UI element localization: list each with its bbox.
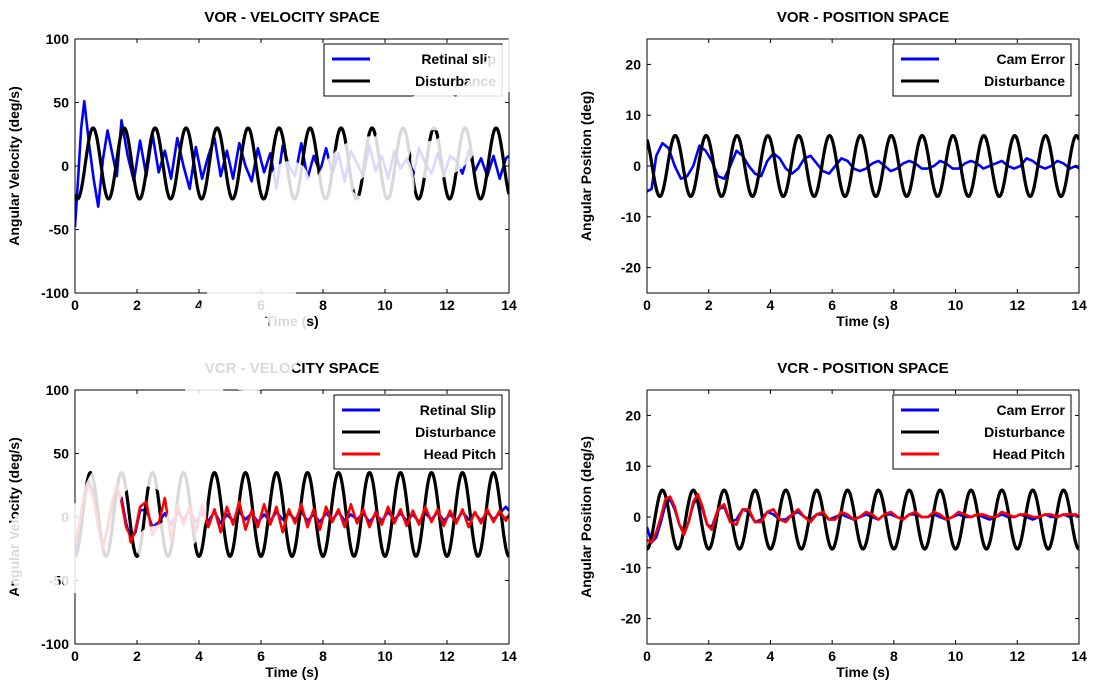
legend-entry: Cam Error: [997, 402, 1066, 418]
x-tick-label: 10: [377, 297, 393, 313]
x-tick-label: 2: [133, 648, 141, 664]
y-tick-label: -50: [49, 573, 69, 589]
series-line-disturbance: [647, 133, 1079, 199]
legend-entry: Retinal slip: [421, 51, 496, 67]
y-tick-label: 100: [46, 31, 70, 47]
chart-title: VCR - POSITION SPACE: [777, 360, 948, 377]
legend-entry: Head Pitch: [993, 446, 1065, 462]
x-tick-label: 10: [377, 648, 393, 664]
y-tick-label: 10: [625, 458, 641, 474]
x-tick-label: 6: [828, 648, 836, 664]
series-line-head-pitch: [647, 492, 1079, 544]
legend: Retinal slip Disturbance: [323, 43, 503, 97]
series-line-disturbance: [647, 488, 1079, 551]
x-tick-label: 12: [439, 297, 455, 313]
x-tick-label: 10: [948, 648, 964, 664]
y-tick-label: -100: [41, 636, 69, 652]
series-line-cam-error: [647, 141, 1079, 193]
legend-entry: Disturbance: [984, 73, 1065, 89]
y-axis-label: Angular Position (deg/s): [578, 436, 594, 598]
chart-panel-1: VOR - VELOCITY SPACE 0 2 4 6 8 10 12 14 -100 -50 0 5…: [6, 9, 517, 329]
x-tick-label: 12: [1009, 648, 1025, 664]
y-axis-label: Angular Position (deg): [578, 91, 594, 241]
y-tick-label: 50: [53, 95, 69, 111]
x-tick-label: 14: [501, 297, 517, 313]
x-axis-label: Time (s): [265, 313, 318, 329]
y-tick-label: 20: [625, 56, 641, 72]
x-tick-label: 2: [705, 297, 713, 313]
chart-panel-4: VCR - POSITION SPACE 0 2 4 6 8 10 12 14 -20 -10 0 10…: [578, 360, 1087, 680]
chart-title: VCR - VELOCITY SPACE: [205, 360, 379, 377]
x-tick-label: 0: [71, 648, 79, 664]
y-tick-label: 0: [633, 509, 641, 525]
y-tick-label: 0: [61, 158, 69, 174]
x-tick-label: 8: [890, 648, 898, 664]
y-tick-label: -20: [621, 611, 641, 627]
legend-entry: Cam Error: [997, 51, 1066, 67]
legend: Cam Error Disturbance: [892, 43, 1072, 97]
x-tick-label: 4: [195, 648, 203, 664]
series-group: [647, 133, 1079, 199]
legend: Cam Error Disturbance Head Pitch: [892, 394, 1072, 470]
x-tick-label: 14: [501, 648, 517, 664]
y-tick-label: -20: [621, 260, 641, 276]
x-tick-label: 2: [705, 648, 713, 664]
legend-entry: Disturbance: [415, 424, 496, 440]
x-tick-label: 12: [439, 648, 455, 664]
chart-title: VOR - POSITION SPACE: [777, 9, 949, 26]
x-tick-label: 0: [71, 297, 79, 313]
y-tick-label: 100: [46, 382, 70, 398]
y-tick-label: -100: [41, 285, 69, 301]
legend-entry: Disturbance: [984, 424, 1065, 440]
x-tick-label: 6: [257, 648, 265, 664]
x-tick-label: 14: [1071, 648, 1087, 664]
x-tick-label: 10: [948, 297, 964, 313]
x-tick-label: 12: [1009, 297, 1025, 313]
chart-title: VOR - VELOCITY SPACE: [204, 9, 379, 26]
y-axis-label: Angular Velocity (deg/s): [6, 437, 22, 596]
y-tick-label: -10: [621, 209, 641, 225]
x-tick-label: 8: [319, 648, 327, 664]
legend-entry: Retinal Slip: [420, 402, 496, 418]
legend-entry: Head Pitch: [424, 446, 496, 462]
x-tick-label: 6: [257, 297, 265, 313]
legend-entry: Disturbance: [415, 73, 496, 89]
x-tick-label: 4: [195, 297, 203, 313]
x-tick-label: 0: [643, 297, 651, 313]
chart-panel-2: VOR - POSITION SPACE 0 2 4 6 8 10 12 14 -20 -10 0 10…: [578, 9, 1087, 329]
y-tick-label: 10: [625, 107, 641, 123]
legend: Retinal Slip Disturbance Head Pitch: [333, 394, 503, 470]
x-axis-label: Time (s): [836, 664, 889, 680]
y-tick-label: 0: [633, 158, 641, 174]
x-tick-label: 4: [767, 648, 775, 664]
x-tick-label: 8: [319, 297, 327, 313]
x-axis-label: Time (s): [265, 664, 318, 680]
x-tick-label: 8: [890, 297, 898, 313]
x-tick-label: 0: [643, 648, 651, 664]
y-tick-label: 50: [53, 446, 69, 462]
x-tick-label: 2: [133, 297, 141, 313]
x-tick-label: 14: [1071, 297, 1087, 313]
x-axis-label: Time (s): [836, 313, 889, 329]
y-tick-label: -50: [49, 222, 69, 238]
y-tick-label: 0: [61, 509, 69, 525]
x-tick-label: 6: [828, 297, 836, 313]
y-tick-label: -10: [621, 560, 641, 576]
y-tick-label: 20: [625, 407, 641, 423]
legend-box: [892, 43, 1072, 97]
chart-panel-3: VCR - VELOCITY SPACE 0 2 4 6 8 10 12 14 -100 -50 0 5…: [6, 360, 517, 680]
y-axis-label: Angular Velocity (deg/s): [6, 86, 22, 245]
x-tick-label: 4: [767, 297, 775, 313]
series-group: [647, 488, 1079, 551]
